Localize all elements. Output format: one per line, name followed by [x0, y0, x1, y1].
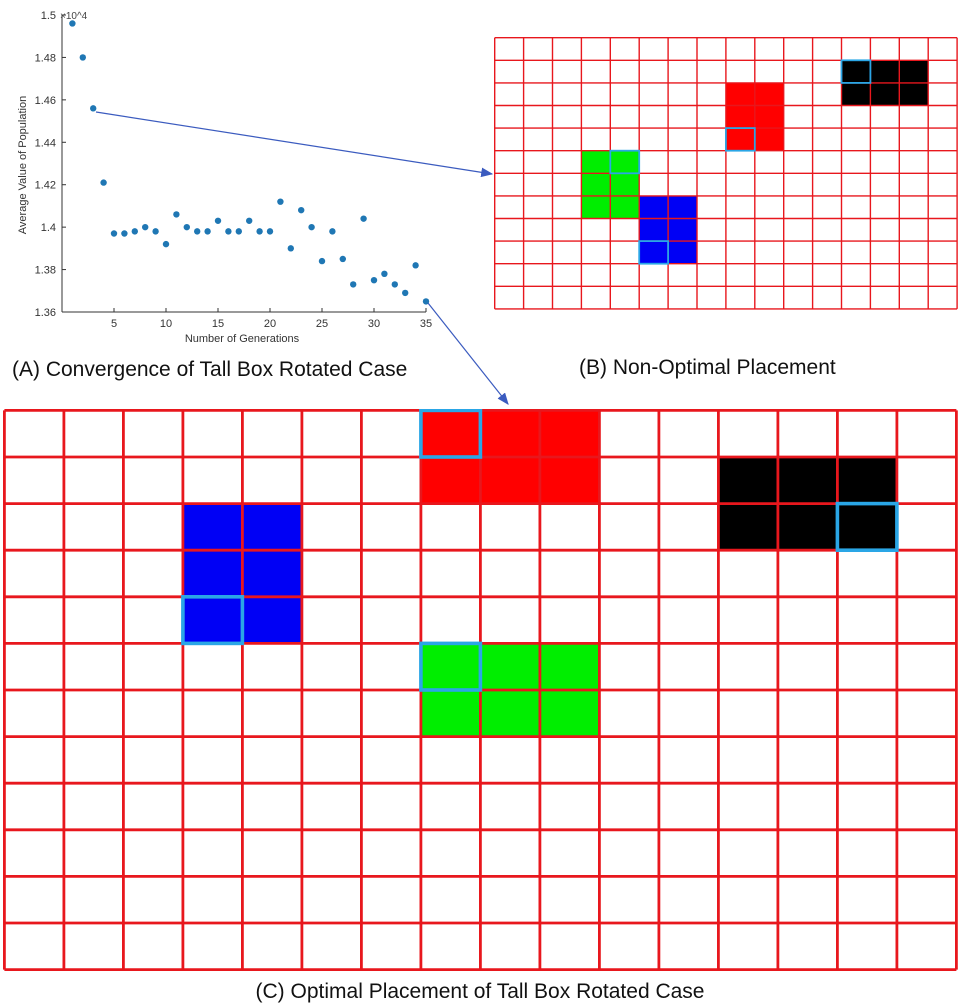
- chart-point: [110, 230, 118, 237]
- box-highlights: [181, 409, 899, 692]
- optimal-placement-grid: [3, 409, 958, 971]
- green-box-highlight: [609, 149, 641, 175]
- chart-exponent-label: ×10^4: [60, 11, 88, 22]
- chart-x-tick-label: 35: [420, 318, 432, 330]
- chart-y-tick-label: 1.46: [35, 95, 56, 107]
- chart-x-tick-label: 20: [264, 318, 276, 330]
- black-box-highlight: [835, 501, 899, 552]
- chart-y-tick-label: 1.5: [41, 10, 56, 22]
- green-box-highlight: [419, 641, 483, 692]
- chart-point: [391, 281, 398, 288]
- chart-y-tick-label: 1.44: [35, 137, 56, 149]
- chart-x-tick-label: 30: [368, 318, 380, 330]
- chart-x-axis-label: Number of Generations: [185, 333, 300, 345]
- chart-point: [339, 255, 346, 263]
- chart-point: [370, 276, 378, 284]
- chart-point: [162, 240, 170, 248]
- caption-b: (B) Non-Optimal Placement: [579, 356, 836, 379]
- black-box-highlight: [840, 59, 872, 84]
- box-highlights: [609, 59, 872, 265]
- chart-point: [412, 262, 419, 269]
- chart-x-tick-label: 10: [160, 318, 172, 330]
- chart-point: [194, 228, 201, 235]
- chart-y-tick-label: 1.4: [41, 222, 56, 234]
- chart-point: [350, 281, 357, 288]
- chart-x-tick-label: 5: [111, 318, 117, 330]
- chart-point: [287, 245, 294, 252]
- chart-point: [225, 228, 232, 235]
- chart-point: [90, 105, 97, 112]
- chart-x-tick-label: 25: [316, 318, 328, 330]
- chart-point: [308, 223, 315, 231]
- chart-y-tick-label: 1.36: [35, 307, 56, 319]
- non-optimal-placement-grid: [494, 37, 958, 310]
- chart-point: [173, 211, 180, 218]
- chart-point: [235, 228, 242, 235]
- chart-point: [360, 215, 367, 222]
- chart-point: [214, 217, 222, 224]
- chart-point: [121, 230, 128, 237]
- chart-point: [69, 20, 76, 27]
- chart-point: [266, 228, 274, 235]
- chart-y-tick-label: 1.48: [35, 52, 56, 64]
- chart-point: [204, 228, 211, 235]
- chart-point: [79, 54, 87, 61]
- chart-point: [246, 217, 253, 224]
- chart-x-tick-label: 15: [212, 318, 224, 330]
- chart-point: [256, 228, 263, 235]
- caption-c: (C) Optimal Placement of Tall Box Rotate…: [255, 980, 705, 1003]
- blue-box-highlight: [638, 240, 669, 265]
- chart-points: [69, 20, 430, 305]
- chart-axes: 5 10 15 20 25 30 35 1.36 1.38 1.4 1.42 1.44 1.46 1.48…: [35, 10, 433, 330]
- caption-a: (A) Convergence of Tall Box Rotated Case: [12, 358, 408, 381]
- chart-point: [183, 223, 190, 231]
- chart-point: [318, 257, 326, 265]
- chart-y-axis-label: Average Value of Population: [17, 96, 29, 234]
- chart-point: [131, 228, 138, 235]
- chart-point: [298, 206, 305, 214]
- chart-point: [422, 298, 430, 305]
- chart-point: [402, 289, 409, 297]
- chart-point: [329, 228, 336, 235]
- chart-y-tick-label: 1.42: [35, 180, 56, 192]
- chart-point: [100, 179, 107, 186]
- red-box-highlight: [419, 409, 483, 459]
- chart-y-tick-label: 1.38: [35, 265, 56, 277]
- chart-point: [152, 228, 159, 235]
- convergence-chart: 5 10 15 20 25 30 35 1.36 1.38 1.4 1.42 1.44 1.46 1.48…: [17, 10, 433, 345]
- chart-point: [142, 223, 149, 231]
- blue-box-highlight: [181, 595, 245, 646]
- chart-point: [381, 270, 388, 278]
- chart-point: [277, 198, 284, 205]
- red-box-highlight: [724, 127, 756, 152]
